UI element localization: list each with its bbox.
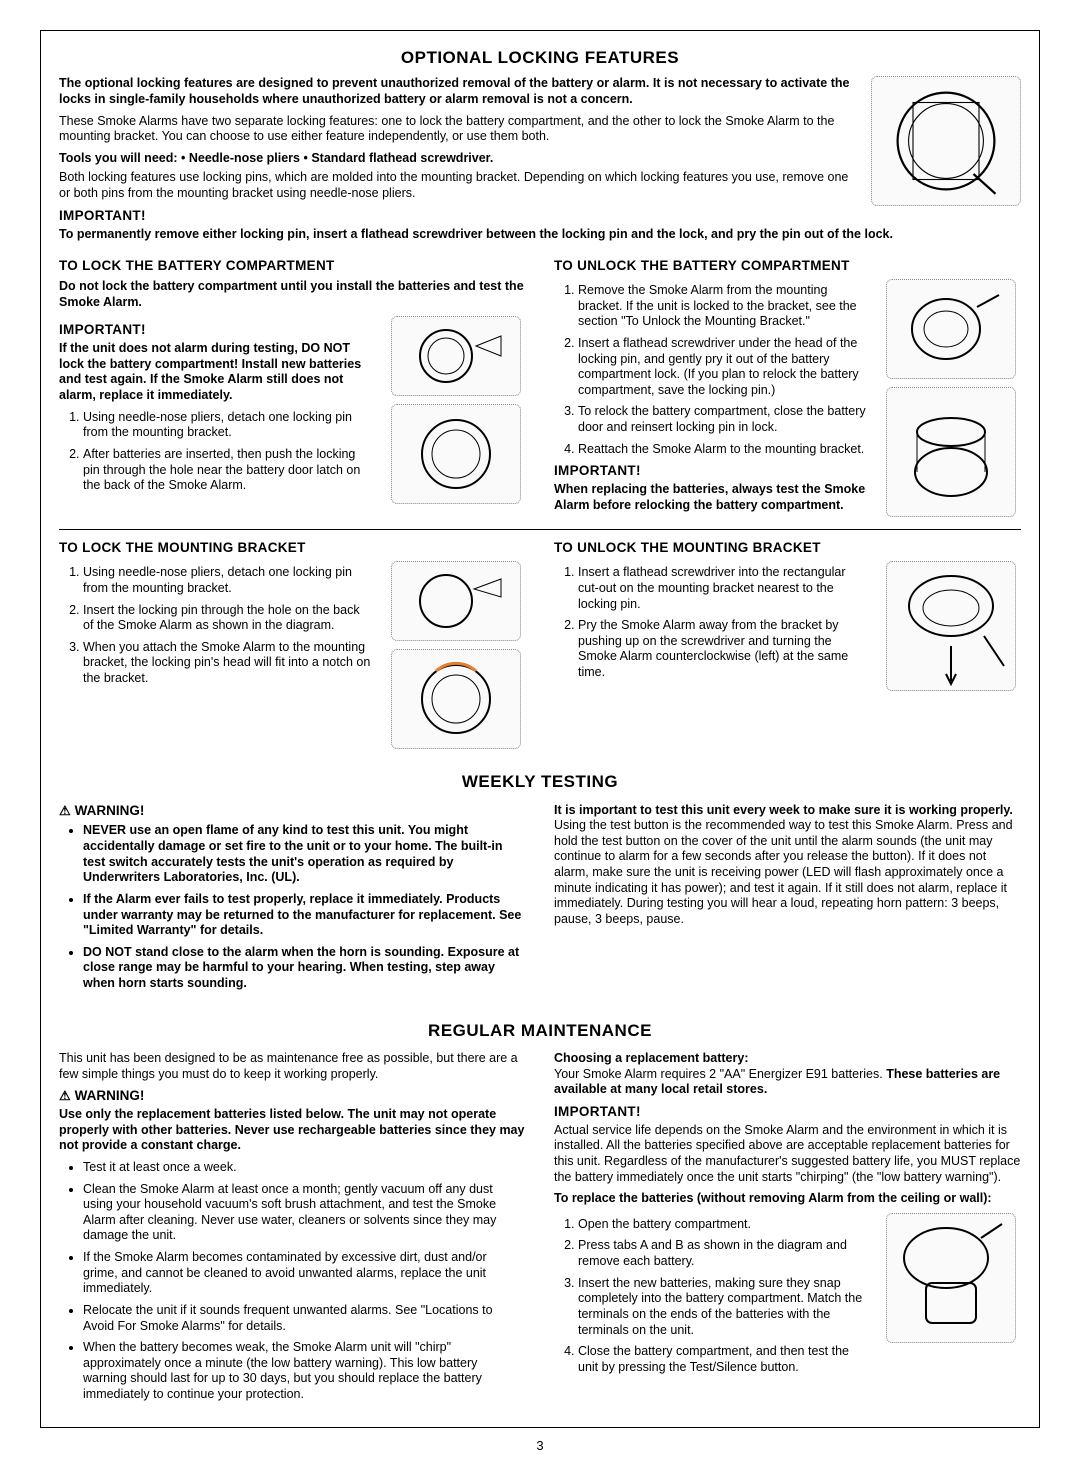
list-item: Insert the new batteries, making sure th… <box>578 1276 871 1339</box>
unlock-bracket-head: TO UNLOCK THE MOUNTING BRACKET <box>554 540 1021 557</box>
list-item: Relocate the unit if it sounds frequent … <box>83 1303 526 1334</box>
list-item: Test it at least once a week. <box>83 1160 526 1176</box>
unlock-battery-diagram-2 <box>886 387 1016 517</box>
weekly-bullets: NEVER use an open flame of any kind to t… <box>59 823 526 991</box>
unlock-battery-imp-body: When replacing the batteries, always tes… <box>554 482 871 513</box>
list-item: Using needle-nose pliers, detach one loc… <box>83 565 376 596</box>
unlock-bracket-diagram <box>886 561 1016 691</box>
unlock-battery-imp-head: IMPORTANT! <box>554 463 871 480</box>
lock-battery-imp-head: IMPORTANT! <box>59 322 376 339</box>
list-item: Insert the locking pin through the hole … <box>83 603 376 634</box>
list-item: Open the battery compartment. <box>578 1217 871 1233</box>
list-item: Reattach the Smoke Alarm to the mounting… <box>578 442 871 458</box>
unlock-battery-head: TO UNLOCK THE BATTERY COMPARTMENT <box>554 258 1021 275</box>
maint-intro: This unit has been designed to be as mai… <box>59 1051 526 1082</box>
lock-battery-diagram-2 <box>391 404 521 504</box>
replace-head: To replace the batteries (without removi… <box>554 1191 1021 1207</box>
list-item: Close the battery compartment, and then … <box>578 1344 871 1375</box>
lock-bracket-col: TO LOCK THE MOUNTING BRACKET Using needl… <box>59 540 526 749</box>
lock-battery-head: TO LOCK THE BATTERY COMPARTMENT <box>59 258 526 275</box>
replace-steps: Open the battery compartment. Press tabs… <box>554 1217 871 1376</box>
list-item: Insert a flathead screwdriver into the r… <box>578 565 871 612</box>
list-item: Pry the Smoke Alarm away from the bracke… <box>578 618 871 681</box>
weekly-right-rest: Using the test button is the recommended… <box>554 818 1013 926</box>
unlock-bracket-col: TO UNLOCK THE MOUNTING BRACKET Insert a … <box>554 540 1021 749</box>
important1-body: To permanently remove either locking pin… <box>59 227 1021 243</box>
unlock-bracket-steps: Insert a flathead screwdriver into the r… <box>554 565 871 680</box>
list-item: Press tabs A and B as shown in the diagr… <box>578 1238 871 1269</box>
list-item: Insert a flathead screwdriver under the … <box>578 336 871 399</box>
lock-bracket-steps: Using needle-nose pliers, detach one loc… <box>59 565 376 686</box>
maint-bullets: Test it at least once a week. Clean the … <box>59 1160 526 1403</box>
list-item: When you attach the Smoke Alarm to the m… <box>83 640 376 687</box>
list-item: After batteries are inserted, then push … <box>83 447 376 494</box>
lock-battery-steps: Using needle-nose pliers, detach one loc… <box>59 410 376 494</box>
important1-head: IMPORTANT! <box>59 208 1021 225</box>
weekly-right-body: It is important to test this unit every … <box>554 803 1021 928</box>
lock-battery-imp-body: If the unit does not alarm during testin… <box>59 341 376 404</box>
battery-replace-diagram <box>886 1213 1016 1343</box>
page-frame: OPTIONAL LOCKING FEATURES The optional l… <box>40 30 1040 1428</box>
unlock-battery-diagram-1 <box>886 279 1016 379</box>
maint-imp-head: IMPORTANT! <box>554 1104 1021 1121</box>
lock-bracket-head: TO LOCK THE MOUNTING BRACKET <box>59 540 526 557</box>
optional-locking-section: OPTIONAL LOCKING FEATURES The optional l… <box>59 47 1021 749</box>
list-item: Clean the Smoke Alarm at least once a mo… <box>83 1182 526 1245</box>
section3-title: REGULAR MAINTENANCE <box>59 1020 1021 1041</box>
maint-imp-body: Actual service life depends on the Smoke… <box>554 1123 1021 1186</box>
section1-title: OPTIONAL LOCKING FEATURES <box>59 47 1021 68</box>
list-item: Remove the Smoke Alarm from the mounting… <box>578 283 871 330</box>
maint-warning-head: WARNING! <box>59 1088 526 1105</box>
list-item: NEVER use an open flame of any kind to t… <box>83 823 526 886</box>
maint-warning-body: Use only the replacement batteries liste… <box>59 1107 526 1154</box>
unlock-battery-col: TO UNLOCK THE BATTERY COMPARTMENT Remove… <box>554 258 1021 519</box>
battery-row: TO LOCK THE BATTERY COMPARTMENT Do not l… <box>59 258 1021 519</box>
list-item: DO NOT stand close to the alarm when the… <box>83 945 526 992</box>
divider <box>59 529 1021 530</box>
lock-battery-col: TO LOCK THE BATTERY COMPARTMENT Do not l… <box>59 258 526 519</box>
weekly-warning-head: WARNING! <box>59 803 526 820</box>
lock-bracket-diagram-2 <box>391 649 521 749</box>
choose-head: Choosing a replacement battery: <box>554 1051 1021 1067</box>
weekly-right-lead: It is important to test this unit every … <box>554 803 1013 817</box>
page-number: 3 <box>40 1438 1040 1454</box>
unlock-battery-steps: Remove the Smoke Alarm from the mounting… <box>554 283 871 457</box>
lock-battery-diagram-1 <box>391 316 521 396</box>
choose-body-1: Your Smoke Alarm requires 2 "AA" Energiz… <box>554 1067 886 1081</box>
bracket-row: TO LOCK THE MOUNTING BRACKET Using needl… <box>59 540 1021 749</box>
bracket-diagram-top <box>871 76 1021 206</box>
list-item: If the Smoke Alarm becomes contaminated … <box>83 1250 526 1297</box>
lock-bracket-diagram-1 <box>391 561 521 641</box>
list-item: Using needle-nose pliers, detach one loc… <box>83 410 376 441</box>
lock-battery-bold: Do not lock the battery compartment unti… <box>59 279 526 310</box>
list-item: To relock the battery compartment, close… <box>578 404 871 435</box>
section2-title: WEEKLY TESTING <box>59 771 1021 792</box>
weekly-testing-section: WEEKLY TESTING WARNING! NEVER use an ope… <box>59 771 1021 997</box>
list-item: If the Alarm ever fails to test properly… <box>83 892 526 939</box>
choose-body: Your Smoke Alarm requires 2 "AA" Energiz… <box>554 1067 1021 1098</box>
list-item: When the battery becomes weak, the Smoke… <box>83 1340 526 1403</box>
regular-maintenance-section: REGULAR MAINTENANCE This unit has been d… <box>59 1020 1021 1409</box>
